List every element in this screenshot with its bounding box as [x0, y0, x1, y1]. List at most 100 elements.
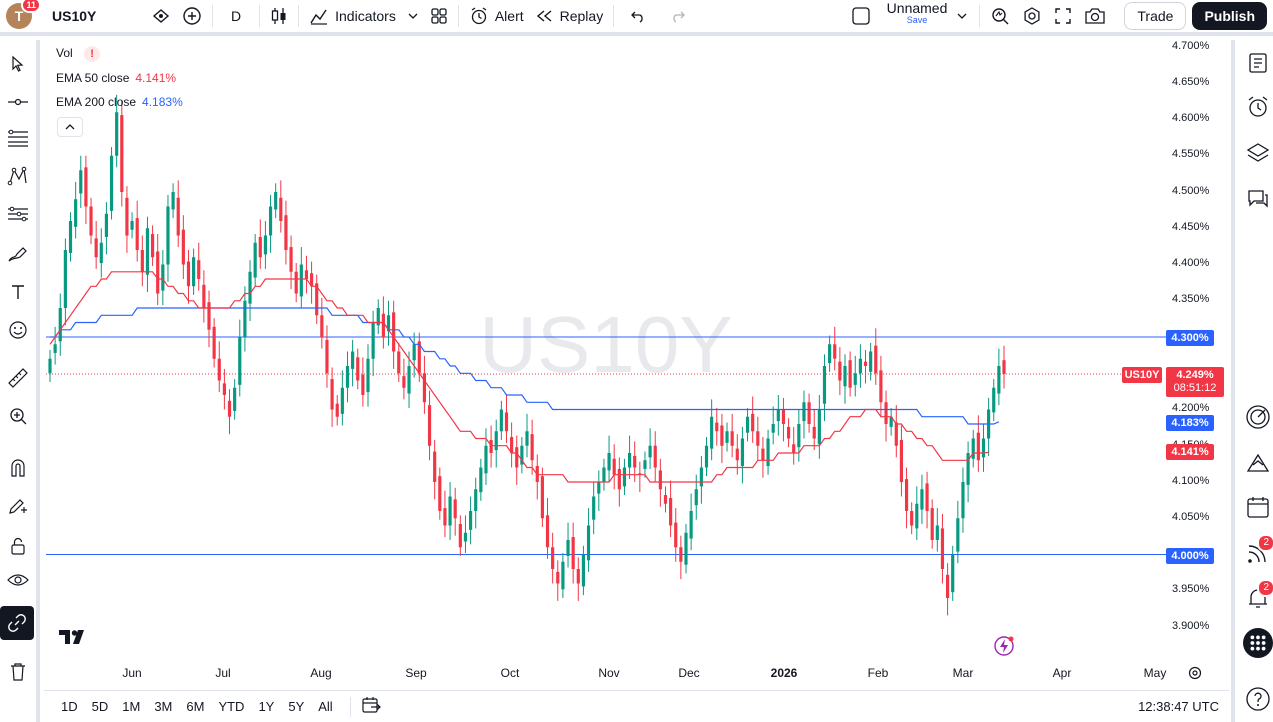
forecasting-tool-icon[interactable] — [4, 200, 32, 228]
tradingview-logo[interactable] — [58, 628, 90, 649]
alerts-clock-icon[interactable] — [1243, 92, 1273, 122]
candle-body — [181, 229, 185, 265]
price-axis-label: 4.700% — [1172, 40, 1210, 52]
undo-icon[interactable] — [618, 2, 658, 30]
candle-body — [407, 366, 411, 394]
magnet-icon[interactable] — [4, 454, 32, 482]
candle-body — [263, 235, 268, 255]
pine-editor-icon[interactable] — [1243, 448, 1273, 478]
date-range-calendar-icon[interactable] — [361, 695, 381, 718]
timeframe-button[interactable]: YTD — [218, 699, 245, 714]
candle-body — [340, 387, 344, 414]
link-sync-icon[interactable] — [0, 606, 34, 640]
axis-settings-gear-icon[interactable] — [1187, 665, 1203, 684]
quick-search-icon[interactable] — [984, 2, 1016, 30]
candle-body — [217, 358, 221, 381]
layers-icon[interactable] — [1243, 138, 1273, 168]
layout-name-button[interactable]: Unnamed Save — [886, 0, 948, 25]
candle-body — [402, 376, 406, 388]
candle-body — [797, 424, 801, 448]
zoom-in-icon[interactable] — [4, 402, 32, 430]
replay-button[interactable]: Replay — [530, 2, 610, 30]
timeframe-button[interactable]: 5D — [91, 699, 109, 714]
chat-icon[interactable] — [1243, 184, 1273, 214]
candle-body — [115, 112, 119, 156]
top-toolbar: T 11 US10Y D Indicators Alert Replay — [0, 0, 1273, 36]
cursor-icon[interactable] — [4, 50, 32, 78]
ema200-legend[interactable]: EMA 200 close 4.183% — [56, 95, 183, 109]
layouts-grid-icon[interactable] — [424, 2, 454, 30]
candle-body — [879, 370, 883, 403]
timeframe-button[interactable]: 3M — [154, 699, 173, 714]
interval-button[interactable]: D — [231, 8, 242, 24]
price-axis-label: 4.650% — [1172, 76, 1210, 88]
timeframe-button[interactable]: 1M — [122, 699, 141, 714]
ema50-legend[interactable]: EMA 50 close 4.141% — [56, 71, 177, 85]
watchlist-icon[interactable] — [1243, 48, 1273, 78]
candle-body — [540, 476, 544, 519]
text-tool-icon[interactable] — [4, 278, 32, 306]
candle-body — [109, 155, 114, 211]
timeframe-button[interactable]: 1D — [61, 699, 78, 714]
candle-body — [935, 525, 939, 540]
price-chart[interactable]: US10Y — [44, 40, 1229, 688]
volume-legend[interactable]: Vol ! — [56, 46, 101, 62]
ruler-icon[interactable] — [4, 364, 32, 392]
utc-clock[interactable]: 12:38:47 UTC — [1138, 699, 1219, 714]
candle-body — [381, 313, 385, 337]
symbol-search-button[interactable]: US10Y — [52, 8, 97, 24]
candle-body — [843, 366, 847, 387]
brush-icon[interactable] — [4, 240, 32, 268]
target-icon[interactable] — [1243, 402, 1273, 432]
emoji-icon[interactable] — [4, 316, 32, 344]
timeframe-button[interactable]: 1Y — [258, 699, 275, 714]
chevron-down-icon[interactable] — [957, 2, 975, 30]
apps-grid-icon[interactable] — [1243, 628, 1273, 658]
candle-body — [869, 351, 873, 372]
redo-icon[interactable] — [658, 2, 698, 30]
symbol-watermark: US10Y — [479, 300, 732, 389]
notifications-bell-icon[interactable]: 2 — [1243, 579, 1273, 613]
timeframe-button[interactable]: All — [318, 699, 333, 714]
warning-icon[interactable]: ! — [84, 46, 101, 62]
candle-body — [699, 467, 703, 487]
user-avatar[interactable]: T 11 — [6, 0, 41, 29]
publish-button[interactable]: Publish — [1192, 2, 1267, 30]
watchlist-add-icon[interactable] — [146, 2, 176, 30]
ideas-badge: 2 — [1257, 534, 1273, 552]
trade-button[interactable]: Trade — [1124, 2, 1187, 30]
calendar-icon[interactable] — [1243, 492, 1273, 522]
candle-body — [371, 322, 375, 359]
camera-icon[interactable] — [1078, 2, 1112, 30]
compare-symbol-button[interactable] — [176, 2, 208, 30]
trash-icon[interactable] — [4, 658, 32, 686]
timeframe-button[interactable]: 5Y — [288, 699, 305, 714]
chevron-down-icon[interactable] — [402, 2, 424, 30]
trend-line-icon[interactable] — [4, 88, 32, 116]
lock-icon[interactable] — [4, 532, 32, 560]
lightning-icon[interactable] — [993, 635, 1015, 660]
eye-icon[interactable] — [4, 566, 32, 594]
layout-checkbox-icon[interactable] — [845, 2, 877, 30]
candle-body — [735, 448, 739, 461]
keep-drawing-icon[interactable] — [4, 492, 32, 520]
help-icon[interactable] — [1243, 684, 1273, 714]
chevron-up-icon[interactable] — [57, 117, 83, 137]
candle-body — [130, 221, 134, 230]
timeframe-button[interactable]: 6M — [186, 699, 205, 714]
candle-body — [674, 522, 678, 548]
ideas-stream-icon[interactable]: 2 — [1243, 534, 1273, 568]
candle-body — [828, 344, 832, 364]
alert-button[interactable]: Alert — [463, 2, 530, 30]
candle-body — [838, 361, 842, 381]
candle-body — [453, 499, 457, 519]
fib-retracement-icon[interactable] — [4, 124, 32, 152]
settings-gear-icon[interactable] — [1016, 2, 1048, 30]
separator — [979, 5, 981, 27]
pattern-tool-icon[interactable] — [4, 162, 32, 190]
indicators-button[interactable]: Indicators — [303, 2, 402, 30]
fullscreen-icon[interactable] — [1048, 2, 1078, 30]
candle-body — [320, 315, 324, 337]
candle-body — [330, 379, 334, 410]
candles-chart-type-icon[interactable] — [264, 2, 294, 30]
